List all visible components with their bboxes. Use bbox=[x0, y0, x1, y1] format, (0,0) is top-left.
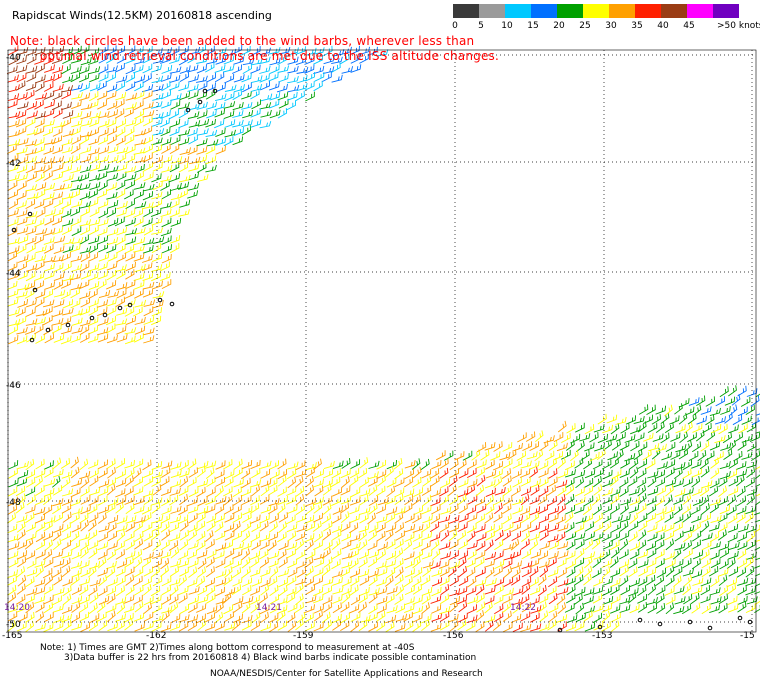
colorbar-swatch bbox=[557, 4, 583, 18]
colorbar-label: 40 bbox=[657, 21, 669, 31]
lon-label: -162 bbox=[146, 631, 166, 641]
lon-label: -159 bbox=[293, 631, 314, 641]
flagged-barb-circle bbox=[557, 627, 563, 633]
flagged-barb-circle bbox=[707, 625, 713, 631]
colorbar-swatch bbox=[713, 4, 739, 18]
wind-barbs-layer bbox=[6, 44, 760, 633]
lat-label: -48 bbox=[6, 498, 21, 508]
colorbar-swatch bbox=[661, 4, 687, 18]
contamination-note-line1: Note: black circles have been added to t… bbox=[10, 34, 475, 48]
flagged-barb-circle bbox=[747, 619, 753, 625]
wind-barb-group bbox=[71, 44, 760, 426]
flagged-barb-circle bbox=[65, 322, 71, 328]
lat-lon-grid bbox=[7, 49, 757, 633]
flagged-barb-circle bbox=[197, 99, 203, 105]
flagged-barb-circle bbox=[27, 211, 33, 217]
flagged-barb-circle bbox=[32, 287, 38, 293]
flagged-barb-circle bbox=[185, 107, 191, 113]
colorbar-swatch bbox=[531, 4, 557, 18]
colorbar-label: 5 bbox=[478, 21, 484, 31]
lat-label: -44 bbox=[6, 269, 21, 279]
lon-label: -153 bbox=[592, 631, 612, 641]
colorbar-label: 10 bbox=[501, 21, 513, 31]
lon-label: -15 bbox=[740, 631, 755, 641]
flagged-barb-circle bbox=[102, 312, 108, 318]
wind-barb-group bbox=[8, 45, 760, 632]
flagged-barb-circle bbox=[29, 337, 35, 343]
wind-barb-group bbox=[6, 45, 74, 120]
colorbar-swatch bbox=[479, 4, 505, 18]
wind-barb-group bbox=[7, 90, 760, 633]
colorbar-label: 35 bbox=[631, 21, 643, 31]
lat-label: -40 bbox=[6, 53, 21, 63]
time-label: 14:22 bbox=[510, 603, 536, 613]
colorbar-label: 30 bbox=[605, 21, 617, 31]
colorbar-label: >50 knots bbox=[717, 21, 760, 31]
lat-label: -42 bbox=[6, 159, 21, 169]
flagged-barb-circle bbox=[657, 621, 663, 627]
time-label: 14:20 bbox=[4, 603, 30, 613]
wind-barb-group bbox=[79, 44, 389, 147]
flagged-barb-circle bbox=[157, 297, 163, 303]
lat-label: -46 bbox=[6, 381, 21, 391]
contamination-note-line2: optimal wind retrieval conditions are me… bbox=[40, 49, 500, 63]
colorbar-swatch bbox=[505, 4, 531, 18]
wind-speed-colorbar bbox=[453, 4, 739, 18]
map-title: Rapidscat Winds(12.5KM) 20160818 ascendi… bbox=[12, 9, 272, 22]
flagged-barb-circle bbox=[169, 301, 175, 307]
flagged-barb-circle bbox=[687, 619, 693, 625]
colorbar-swatch bbox=[453, 4, 479, 18]
flagged-barb-circle bbox=[597, 624, 603, 630]
flagged-barb-circle bbox=[89, 315, 95, 321]
flagged-barb-circle bbox=[202, 88, 208, 94]
time-label: 14:21 bbox=[256, 603, 282, 613]
colorbar-swatch bbox=[687, 4, 713, 18]
lon-label: -165 bbox=[2, 631, 22, 641]
colorbar-label: 25 bbox=[579, 21, 591, 31]
footer-note-line1: Note: 1) Times are GMT 2)Times along bot… bbox=[40, 643, 415, 653]
colorbar-swatch bbox=[635, 4, 661, 18]
lon-label: -156 bbox=[443, 631, 464, 641]
footer-note-line2: 3)Data buffer is 22 hrs from 20160818 4)… bbox=[64, 653, 477, 663]
flagged-barb-circle bbox=[11, 227, 17, 233]
colorbar-label: 0 bbox=[452, 21, 458, 31]
colorbar-label: 20 bbox=[553, 21, 565, 31]
footer-credit: NOAA/NESDIS/Center for Satellite Applica… bbox=[210, 669, 483, 679]
colorbar-swatch bbox=[609, 4, 635, 18]
flagged-barb-circle bbox=[117, 305, 123, 311]
colorbar-swatch bbox=[583, 4, 609, 18]
lat-label: -50 bbox=[6, 620, 21, 630]
colorbar-label: 15 bbox=[527, 21, 539, 31]
axis-labels: -40 -42 -44 -46 -48 -50 -165 -162 -159 -… bbox=[2, 53, 755, 641]
flagged-barb-circle bbox=[127, 302, 133, 308]
wind-barb-group bbox=[7, 90, 569, 633]
flagged-barb-circle bbox=[212, 88, 218, 94]
flagged-barb-circle bbox=[737, 615, 743, 621]
colorbar-label: 45 bbox=[683, 21, 695, 31]
flagged-barb-markers bbox=[11, 88, 753, 633]
flagged-barb-circle bbox=[637, 617, 643, 623]
flagged-barb-circle bbox=[45, 327, 51, 333]
